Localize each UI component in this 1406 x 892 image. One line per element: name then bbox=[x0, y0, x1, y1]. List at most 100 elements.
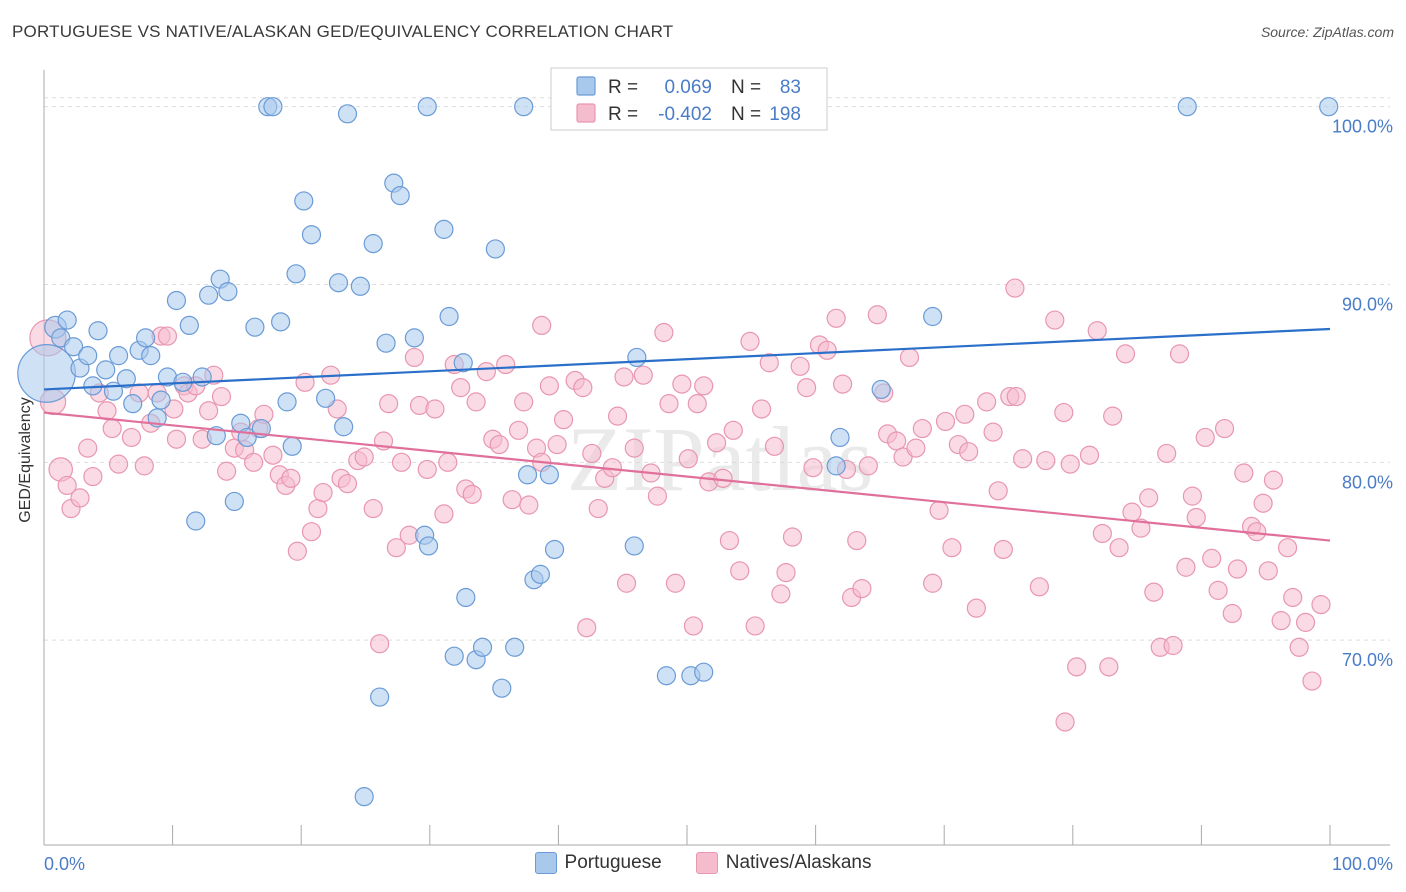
natives-point bbox=[1109, 538, 1129, 558]
natives-point bbox=[1005, 278, 1025, 298]
natives-point bbox=[313, 482, 333, 503]
natives-swatch bbox=[695, 852, 718, 874]
portuguese-point bbox=[363, 234, 383, 254]
portuguese-point bbox=[337, 104, 358, 124]
portuguese-point bbox=[453, 353, 473, 373]
legend-box bbox=[550, 67, 828, 131]
natives-point bbox=[654, 322, 674, 343]
natives-point bbox=[942, 538, 962, 558]
portuguese-point bbox=[694, 662, 714, 682]
natives-point bbox=[532, 315, 552, 336]
natives-point bbox=[1169, 344, 1190, 364]
natives-point bbox=[462, 484, 482, 504]
portuguese-point bbox=[350, 276, 370, 296]
portuguese-point bbox=[96, 360, 116, 380]
portuguese-point bbox=[218, 282, 238, 302]
natives-point bbox=[496, 354, 516, 375]
y-tick-label: 80.0% bbox=[1342, 472, 1393, 492]
portuguese-point bbox=[245, 317, 265, 337]
natives-point bbox=[1099, 657, 1119, 677]
natives-point bbox=[730, 561, 750, 581]
natives-point bbox=[166, 429, 187, 449]
natives-point bbox=[379, 394, 399, 414]
natives-point bbox=[1045, 310, 1065, 330]
natives-legend-swatch bbox=[576, 103, 596, 123]
natives-point bbox=[573, 378, 593, 398]
natives-point bbox=[993, 539, 1013, 560]
natives-point bbox=[134, 456, 154, 476]
natives-point bbox=[1092, 523, 1112, 544]
natives-point bbox=[70, 488, 90, 508]
portuguese-point bbox=[135, 328, 156, 348]
natives-point bbox=[833, 374, 853, 394]
portuguese-point bbox=[141, 346, 161, 366]
natives-point bbox=[852, 578, 872, 599]
y-tick-label: 100.0% bbox=[1332, 117, 1393, 137]
portuguese-point bbox=[376, 333, 396, 353]
natives-point bbox=[959, 442, 979, 462]
natives-point bbox=[244, 452, 264, 472]
portuguese-point bbox=[826, 456, 846, 476]
portuguese-swatch bbox=[534, 852, 557, 874]
natives-point bbox=[929, 500, 949, 520]
natives-point bbox=[476, 362, 496, 382]
natives-point bbox=[78, 438, 98, 458]
natives-point bbox=[1157, 443, 1177, 464]
portuguese-point bbox=[417, 97, 437, 117]
natives-point bbox=[1234, 463, 1254, 483]
natives-point bbox=[624, 438, 644, 458]
natives-point bbox=[607, 406, 628, 426]
natives-point bbox=[740, 331, 760, 352]
portuguese-point bbox=[328, 273, 349, 293]
natives-point bbox=[434, 504, 454, 524]
portuguese-point bbox=[505, 637, 525, 657]
portuguese-trendline bbox=[43, 327, 1331, 391]
legend-item-natives: Natives/Alaskans bbox=[695, 852, 871, 874]
natives-point bbox=[935, 411, 956, 432]
legend-stats: R = 0.069 N = 83 R = -0.402 N = 198 bbox=[550, 67, 828, 131]
natives-point bbox=[102, 418, 122, 439]
portuguese-point bbox=[434, 219, 454, 239]
portuguese-point bbox=[151, 390, 171, 410]
natives-point bbox=[1186, 507, 1206, 528]
natives-point bbox=[263, 445, 283, 465]
natives-point bbox=[386, 538, 406, 558]
portuguese-point bbox=[472, 637, 493, 657]
natives-point bbox=[1054, 402, 1074, 423]
natives-point bbox=[1139, 488, 1159, 508]
natives-point bbox=[826, 308, 846, 328]
natives-point bbox=[988, 481, 1008, 501]
portuguese-points bbox=[17, 97, 1339, 807]
natives-point bbox=[391, 452, 412, 472]
portuguese-point bbox=[179, 315, 199, 336]
portuguese-point bbox=[277, 392, 297, 412]
y-tick-label: 90.0% bbox=[1342, 295, 1393, 315]
natives-point bbox=[723, 420, 743, 440]
natives-point bbox=[354, 447, 374, 467]
natives-point bbox=[751, 399, 772, 419]
portuguese-point bbox=[871, 379, 891, 400]
legend-item-portuguese: Portuguese bbox=[534, 852, 662, 874]
portuguese-point bbox=[116, 369, 136, 389]
natives-point bbox=[1122, 502, 1142, 522]
natives-point bbox=[1029, 577, 1049, 597]
portuguese-point bbox=[301, 225, 322, 245]
natives-point bbox=[647, 486, 668, 506]
natives-point bbox=[1202, 548, 1222, 568]
natives-point bbox=[466, 392, 486, 412]
natives-point bbox=[1079, 445, 1100, 465]
natives-point bbox=[1006, 386, 1026, 407]
natives-point bbox=[582, 443, 602, 464]
natives-point bbox=[83, 466, 103, 487]
portuguese-point bbox=[282, 436, 302, 456]
natives-point bbox=[1176, 557, 1196, 577]
natives-point bbox=[370, 634, 390, 654]
natives-point bbox=[764, 436, 785, 456]
legend-label-portuguese: Portuguese bbox=[564, 852, 662, 873]
portuguese-legend-swatch bbox=[576, 76, 596, 96]
natives-point bbox=[1222, 603, 1242, 624]
portuguese-point bbox=[624, 536, 644, 556]
natives-point bbox=[97, 401, 117, 421]
natives-point bbox=[57, 475, 77, 496]
natives-point bbox=[1182, 486, 1202, 506]
